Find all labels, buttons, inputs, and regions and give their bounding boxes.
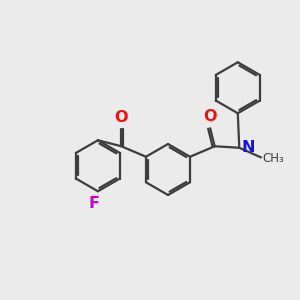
Text: O: O bbox=[115, 110, 128, 125]
Text: F: F bbox=[89, 196, 100, 211]
Text: CH₃: CH₃ bbox=[263, 152, 284, 165]
Text: O: O bbox=[203, 110, 217, 124]
Text: N: N bbox=[242, 140, 255, 155]
